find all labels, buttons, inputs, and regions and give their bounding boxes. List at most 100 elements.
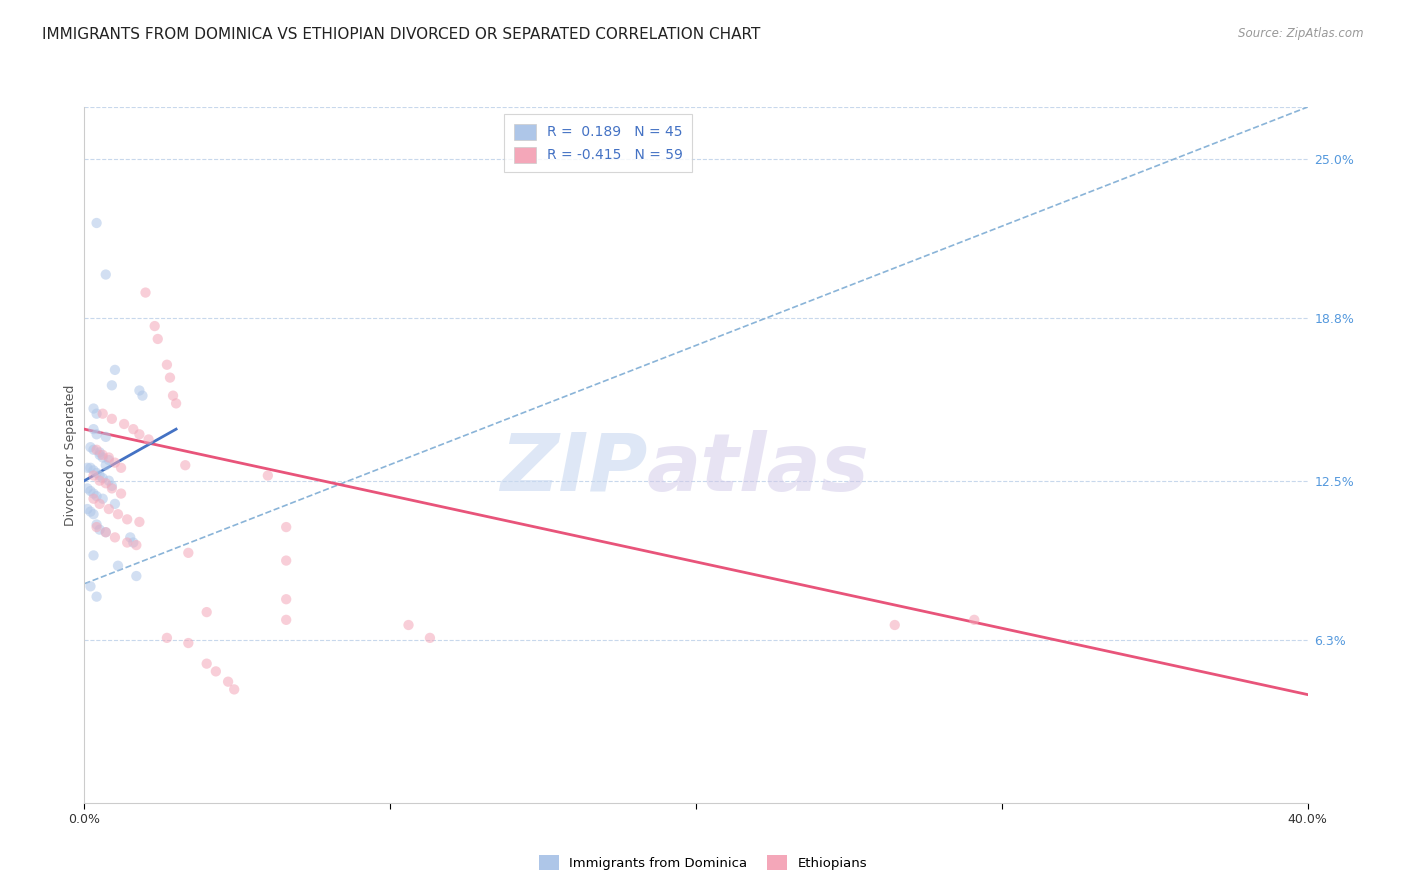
Point [177, 546, 200, 560]
Point [76, 460, 98, 475]
Point [89, 497, 111, 511]
Point [276, 553, 298, 567]
Point [91, 450, 114, 465]
Point [101, 479, 124, 493]
Point [156, 631, 179, 645]
Point [89, 448, 111, 462]
Point [125, 538, 148, 552]
Point [94, 525, 117, 540]
Point [97, 474, 120, 488]
Point [83, 401, 105, 416]
Point [86, 517, 108, 532]
Point [165, 396, 187, 410]
Point [94, 430, 117, 444]
Point [101, 482, 124, 496]
Y-axis label: Divorced or Separated: Divorced or Separated [65, 384, 77, 525]
Point [104, 497, 127, 511]
Point [86, 407, 108, 421]
Point [86, 520, 108, 534]
Point [135, 285, 157, 300]
Point [79, 505, 101, 519]
Point [79, 460, 101, 475]
Point [76, 482, 98, 496]
Point [122, 422, 145, 436]
Legend: R =  0.189   N = 45, R = -0.415   N = 59: R = 0.189 N = 45, R = -0.415 N = 59 [503, 114, 692, 172]
Point [110, 486, 132, 500]
Point [128, 427, 150, 442]
Point [276, 520, 298, 534]
Point [86, 489, 108, 503]
Point [86, 442, 108, 457]
Point [94, 458, 117, 473]
Point [398, 618, 420, 632]
Point [97, 502, 120, 516]
Point [174, 458, 197, 473]
Point [91, 491, 114, 506]
Point [107, 558, 129, 573]
Text: ZIP: ZIP [499, 430, 647, 508]
Point [107, 507, 129, 521]
Point [128, 384, 150, 398]
Point [276, 613, 298, 627]
Point [89, 468, 111, 483]
Point [125, 569, 148, 583]
Point [217, 674, 239, 689]
Point [91, 407, 114, 421]
Point [195, 657, 218, 671]
Point [83, 507, 105, 521]
Point [115, 512, 138, 526]
Point [162, 389, 184, 403]
Point [79, 579, 101, 593]
Point [120, 530, 142, 544]
Point [97, 453, 120, 467]
Point [83, 468, 105, 483]
Point [83, 549, 105, 563]
Point [86, 466, 108, 480]
Point [963, 613, 986, 627]
Point [104, 530, 127, 544]
Point [257, 468, 280, 483]
Point [91, 448, 114, 462]
Point [138, 433, 160, 447]
Point [97, 450, 120, 465]
Legend: Immigrants from Dominica, Ethiopians: Immigrants from Dominica, Ethiopians [533, 848, 873, 877]
Point [104, 456, 127, 470]
Point [195, 605, 218, 619]
Point [110, 460, 132, 475]
Point [115, 535, 138, 549]
Point [143, 319, 166, 334]
Point [101, 378, 124, 392]
Point [83, 422, 105, 436]
Text: atlas: atlas [647, 430, 870, 508]
Point [104, 363, 127, 377]
Point [205, 665, 228, 679]
Point [83, 491, 105, 506]
Point [94, 525, 117, 540]
Point [122, 535, 145, 549]
Point [76, 502, 98, 516]
Point [89, 474, 111, 488]
Point [276, 592, 298, 607]
Point [91, 471, 114, 485]
Point [89, 523, 111, 537]
Point [83, 442, 105, 457]
Point [86, 590, 108, 604]
Point [79, 483, 101, 498]
Point [89, 445, 111, 459]
Point [177, 636, 200, 650]
Point [94, 268, 117, 282]
Point [883, 618, 905, 632]
Point [159, 370, 181, 384]
Point [128, 515, 150, 529]
Point [419, 631, 441, 645]
Point [131, 389, 153, 403]
Point [112, 417, 135, 431]
Point [156, 358, 179, 372]
Point [146, 332, 169, 346]
Text: Source: ZipAtlas.com: Source: ZipAtlas.com [1239, 27, 1364, 40]
Point [86, 427, 108, 442]
Point [86, 216, 108, 230]
Point [94, 476, 117, 491]
Point [83, 463, 105, 477]
Point [224, 682, 246, 697]
